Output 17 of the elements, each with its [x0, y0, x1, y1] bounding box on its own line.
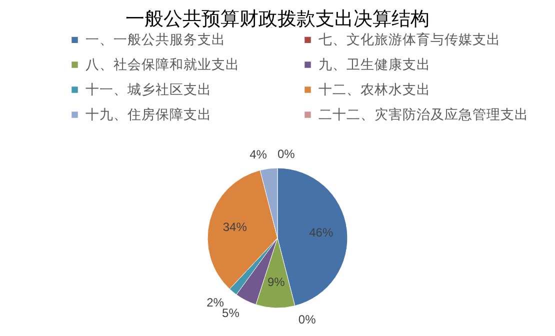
data-label: 4%	[250, 148, 268, 162]
text: 0%	[298, 312, 316, 326]
legend-label: 八、社会保障和就业支出	[86, 56, 240, 72]
legend-label: 十九、住房保障支出	[86, 106, 212, 122]
chart-title: 一般公共预算财政拨款支出决算结构	[126, 9, 430, 30]
legend-label: 十二、农林水支出	[318, 82, 430, 97]
legend-label: 十一、城乡社区支出	[86, 82, 212, 97]
data-label: 2%	[206, 296, 224, 310]
legend-label: 九、卫生健康支出	[318, 56, 430, 72]
legend-label: 二十二、灾害防治及应急管理支出	[318, 106, 528, 122]
data-label: 46%	[309, 225, 334, 240]
text: 0%	[278, 147, 295, 161]
data-label: 5%	[222, 306, 240, 320]
legend-label: 一、一般公共服务支出	[86, 32, 226, 47]
data-label: 9%	[267, 274, 286, 289]
legend-label: 七、文化旅游体育与传媒支出	[318, 30, 500, 47]
data-label: 34%	[222, 220, 248, 234]
